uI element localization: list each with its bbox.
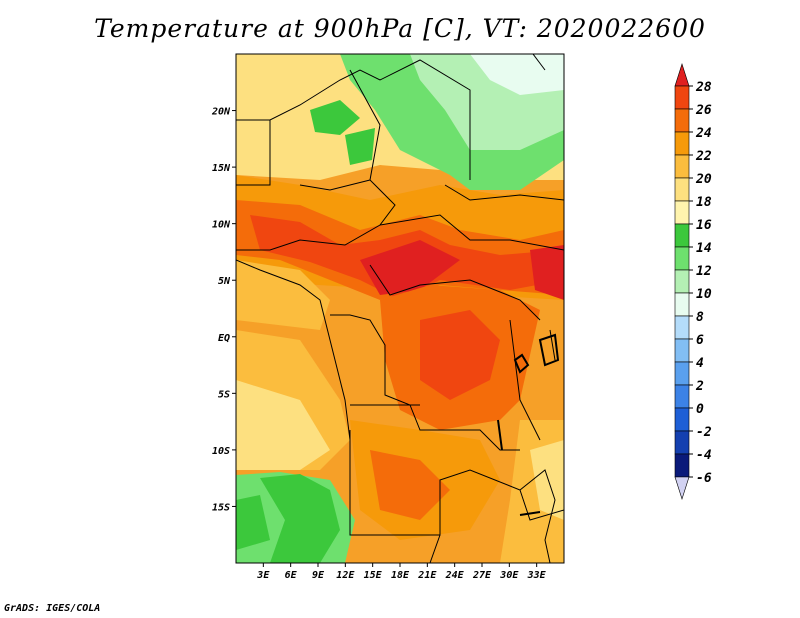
lon-tick-label: 6E bbox=[285, 570, 298, 581]
colorbar-segment bbox=[674, 269, 690, 294]
lake-outlines bbox=[497, 333, 560, 516]
colorbar-label: 22 bbox=[695, 149, 712, 164]
colorbar-segment bbox=[674, 200, 690, 225]
colorbar-segment bbox=[674, 361, 690, 386]
colorbar-label: 12 bbox=[696, 264, 712, 279]
lat-tick-label: 10N bbox=[212, 220, 231, 231]
lon-tick-label: 3E bbox=[256, 570, 270, 581]
colorbar-segment bbox=[674, 177, 690, 202]
lat-tick-label: 10S bbox=[212, 446, 230, 457]
colorbar-max-arrow bbox=[674, 63, 690, 87]
credit-text: GrADS: IGES/COLA bbox=[4, 603, 101, 614]
lon-tick-label: 33E bbox=[527, 570, 547, 581]
lat-tick-label: 5S bbox=[218, 389, 230, 400]
colorbar-min-arrow bbox=[674, 476, 690, 500]
lat-tick-label: 5N bbox=[218, 276, 231, 287]
colorbar-segment bbox=[674, 154, 690, 179]
lon-tick-label: 18E bbox=[391, 570, 410, 581]
map-title: Temperature at 900hPa [C], VT: 202002260… bbox=[94, 14, 706, 43]
lon-tick-label: 27E bbox=[472, 570, 492, 581]
colorbar-label: 10 bbox=[696, 287, 712, 302]
colorbar-segment bbox=[674, 430, 690, 455]
colorbar-segment bbox=[674, 246, 690, 271]
lon-tick-label: 12E bbox=[336, 570, 355, 581]
lat-tick-label: EQ bbox=[218, 333, 230, 344]
colorbar-label: 26 bbox=[695, 103, 712, 118]
lon-tick-label: 30E bbox=[499, 570, 519, 581]
lon-tick-label: 24E bbox=[445, 570, 465, 581]
lon-tick-label: 21E bbox=[417, 570, 437, 581]
lon-tick-label: 15E bbox=[364, 570, 383, 581]
colorbar-segment bbox=[674, 131, 690, 156]
colorbar-label: 6 bbox=[696, 333, 704, 348]
colorbar-label: 20 bbox=[695, 172, 712, 187]
colorbar-segment bbox=[674, 407, 690, 432]
colorbar-segment bbox=[674, 223, 690, 248]
colorbar-label: 8 bbox=[696, 310, 704, 325]
colorbar-segment bbox=[674, 453, 690, 478]
political-borders bbox=[236, 54, 564, 563]
colorbar-label: 18 bbox=[696, 195, 712, 210]
lon-tick-label: 9E bbox=[312, 570, 325, 581]
colorbar-segment bbox=[674, 292, 690, 317]
colorbar-segment bbox=[674, 85, 690, 110]
colorbar-label: -4 bbox=[696, 448, 712, 463]
lat-tick-label: 15S bbox=[212, 502, 230, 513]
colorbar-label: 2 bbox=[695, 379, 704, 394]
latitude-axis: 20N 15N 10N 5N EQ 5S 10S 15S bbox=[211, 107, 236, 513]
colorbar-label: 28 bbox=[695, 80, 712, 95]
longitude-axis: 3E 6E 9E 12E 15E 18E 21E 24E 27E 30E 33E bbox=[256, 563, 547, 581]
colorbar-segment bbox=[674, 384, 690, 409]
colorbar-label: -6 bbox=[696, 471, 712, 486]
colorbar-label: -2 bbox=[696, 425, 712, 440]
colorbar-label: 4 bbox=[696, 356, 704, 371]
temperature-field bbox=[236, 54, 564, 563]
colorbar-label: 24 bbox=[695, 126, 712, 141]
colorbar-segment bbox=[674, 338, 690, 363]
lat-tick-label: 15N bbox=[212, 163, 231, 174]
colorbar-segment bbox=[674, 108, 690, 133]
colorbar-label: 14 bbox=[696, 241, 712, 256]
colorbar-label: 0 bbox=[696, 402, 704, 417]
colorbar-segment bbox=[674, 315, 690, 340]
lat-tick-label: 20N bbox=[211, 107, 231, 118]
colorbar-label: 16 bbox=[696, 218, 712, 233]
